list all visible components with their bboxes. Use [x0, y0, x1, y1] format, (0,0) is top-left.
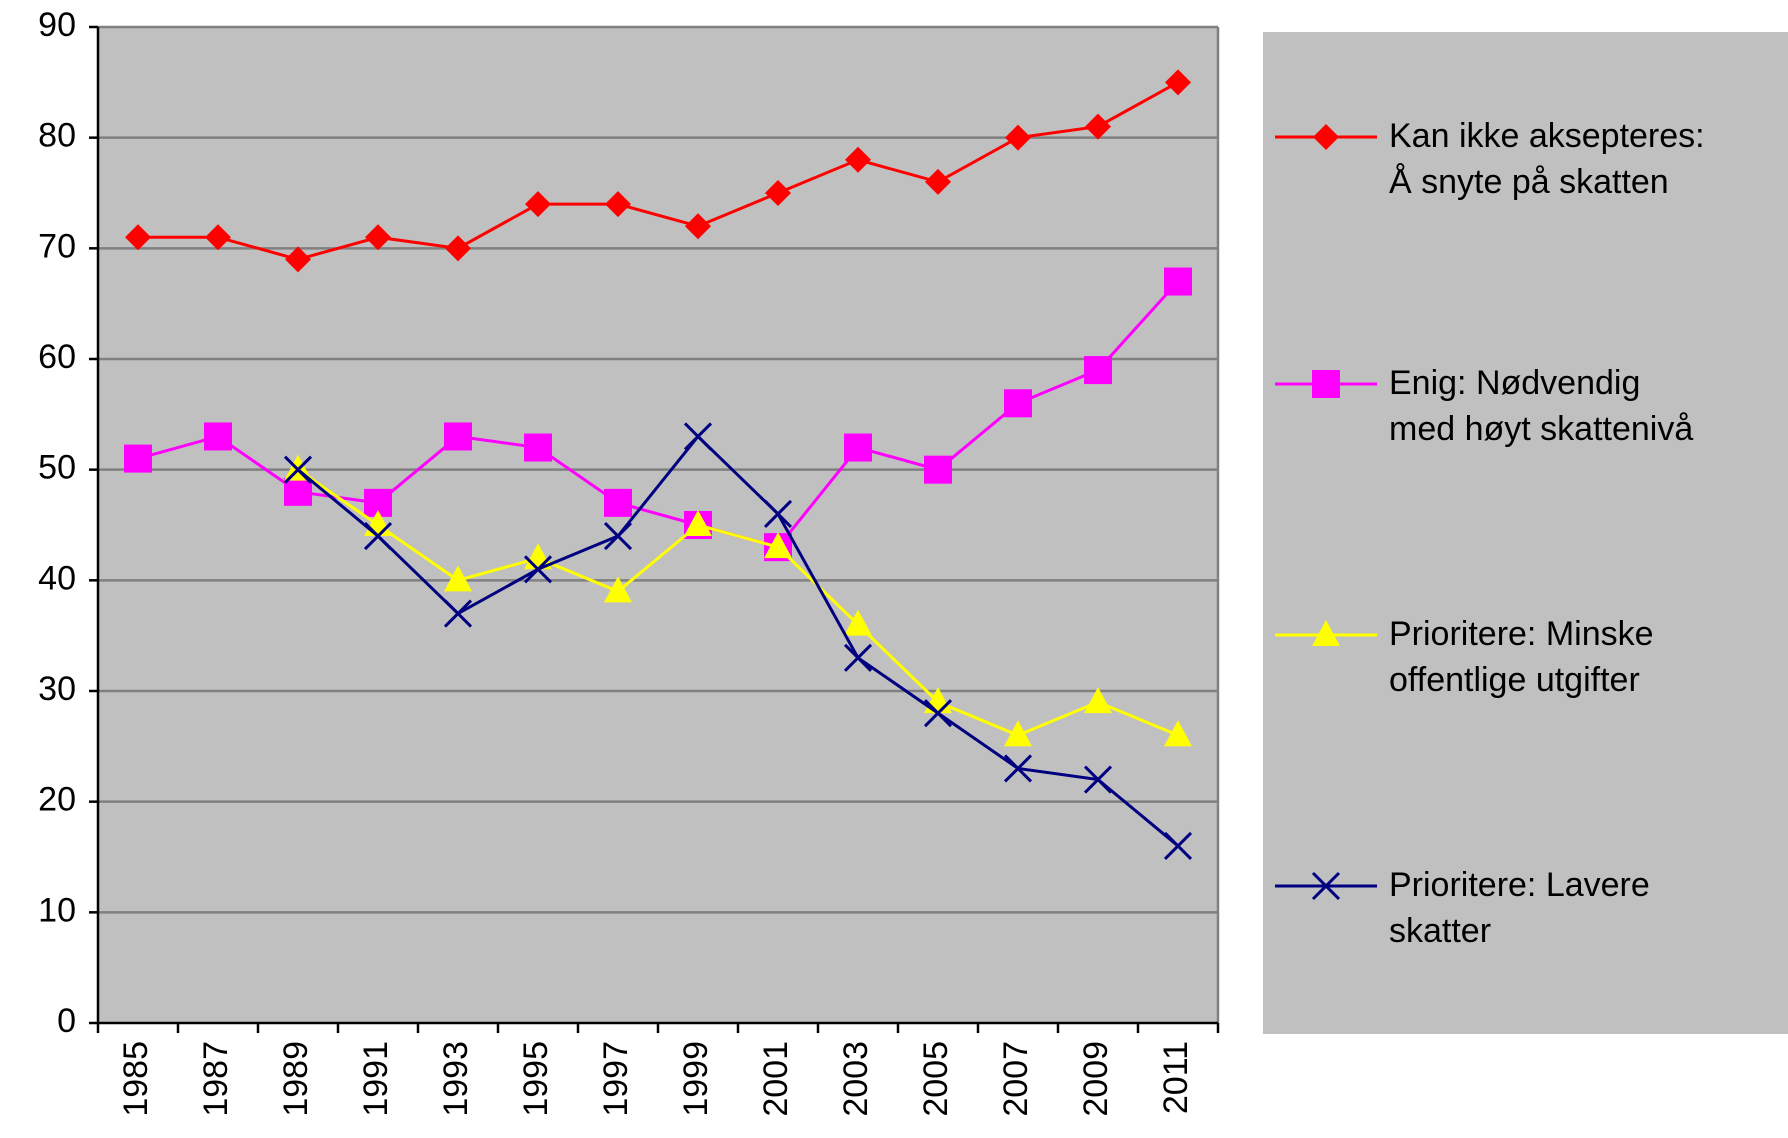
marker: [1004, 720, 1032, 747]
marker: [603, 522, 633, 551]
marker: [924, 455, 952, 484]
marker: [685, 213, 711, 240]
x-tick-label: 1999: [677, 1041, 715, 1117]
marker: [604, 488, 632, 517]
y-tick-label: 20: [38, 781, 76, 819]
marker: [925, 168, 951, 195]
marker: [1165, 69, 1191, 96]
marker: [444, 422, 472, 451]
marker: [1004, 389, 1032, 418]
x-tick-label: 1989: [277, 1041, 315, 1117]
marker: [445, 235, 471, 262]
marker: [1311, 871, 1341, 901]
marker: [524, 433, 552, 462]
marker: [525, 191, 551, 218]
marker: [284, 477, 312, 506]
x-tick-label: 1995: [517, 1041, 555, 1117]
y-tick-label: 30: [38, 670, 76, 708]
x-tick-label: 2011: [1157, 1041, 1195, 1114]
x-tick-label: 1993: [437, 1041, 475, 1117]
y-tick-label: 10: [38, 891, 76, 929]
marker: [1085, 113, 1111, 140]
marker: [683, 422, 713, 451]
marker: [1003, 754, 1033, 783]
x-tick-label: 1997: [597, 1041, 635, 1117]
marker: [1164, 267, 1192, 296]
y-tick-label: 40: [38, 559, 76, 597]
marker: [1312, 620, 1340, 646]
marker: [285, 246, 311, 273]
legend-label: Prioritere: Minske offentlige utgifter: [1389, 615, 1654, 699]
x-tick-label: 1991: [357, 1041, 395, 1117]
marker: [1083, 765, 1113, 794]
marker: [125, 224, 151, 251]
marker: [523, 555, 553, 584]
y-tick-label: 0: [57, 1002, 76, 1040]
series-line: [297, 434, 1179, 848]
marker: [1313, 124, 1339, 150]
x-tick-label: 2001: [757, 1041, 795, 1117]
y-tick-label: 50: [38, 449, 76, 487]
marker: [845, 146, 871, 173]
marker: [204, 422, 232, 451]
y-tick-label: 90: [38, 6, 76, 44]
marker: [1005, 124, 1031, 151]
x-tick-label: 2009: [1077, 1041, 1115, 1117]
marker: [1084, 356, 1112, 385]
marker: [843, 643, 873, 672]
marker: [1084, 687, 1112, 714]
marker: [844, 609, 872, 636]
marker: [1164, 720, 1192, 747]
marker: [604, 576, 632, 603]
marker: [763, 499, 793, 528]
marker: [444, 565, 472, 592]
marker: [124, 444, 152, 473]
x-tick-label: 2003: [837, 1041, 875, 1117]
x-tick-label: 1985: [117, 1041, 155, 1117]
y-tick-label: 60: [38, 338, 76, 376]
x-tick-label: 1987: [197, 1041, 235, 1117]
marker: [1163, 831, 1193, 860]
marker: [844, 433, 872, 462]
marker: [365, 224, 391, 251]
marker: [443, 599, 473, 628]
marker: [684, 510, 712, 536]
marker: [923, 699, 953, 728]
plot-area: [98, 27, 1218, 1023]
marker: [764, 532, 792, 559]
marker: [205, 224, 231, 251]
legend-label: Prioritere: Lavere skatter: [1389, 866, 1650, 950]
marker: [283, 455, 313, 484]
series-line: [138, 81, 1179, 261]
legend-label: Kan ikke aksepteres: Å snyte på skatten: [1389, 117, 1705, 201]
series-line: [297, 468, 1179, 737]
legend-box: [1263, 32, 1788, 1034]
x-tick-label: 2007: [997, 1041, 1035, 1117]
marker: [765, 180, 791, 206]
x-tick-label: 2005: [917, 1041, 955, 1117]
marker: [605, 191, 631, 218]
y-tick-label: 80: [38, 117, 76, 155]
marker: [1312, 370, 1340, 398]
legend-label: Enig: Nødvendig med høyt skattenivå: [1389, 364, 1694, 448]
y-tick-label: 70: [38, 227, 76, 265]
marker: [363, 522, 393, 551]
